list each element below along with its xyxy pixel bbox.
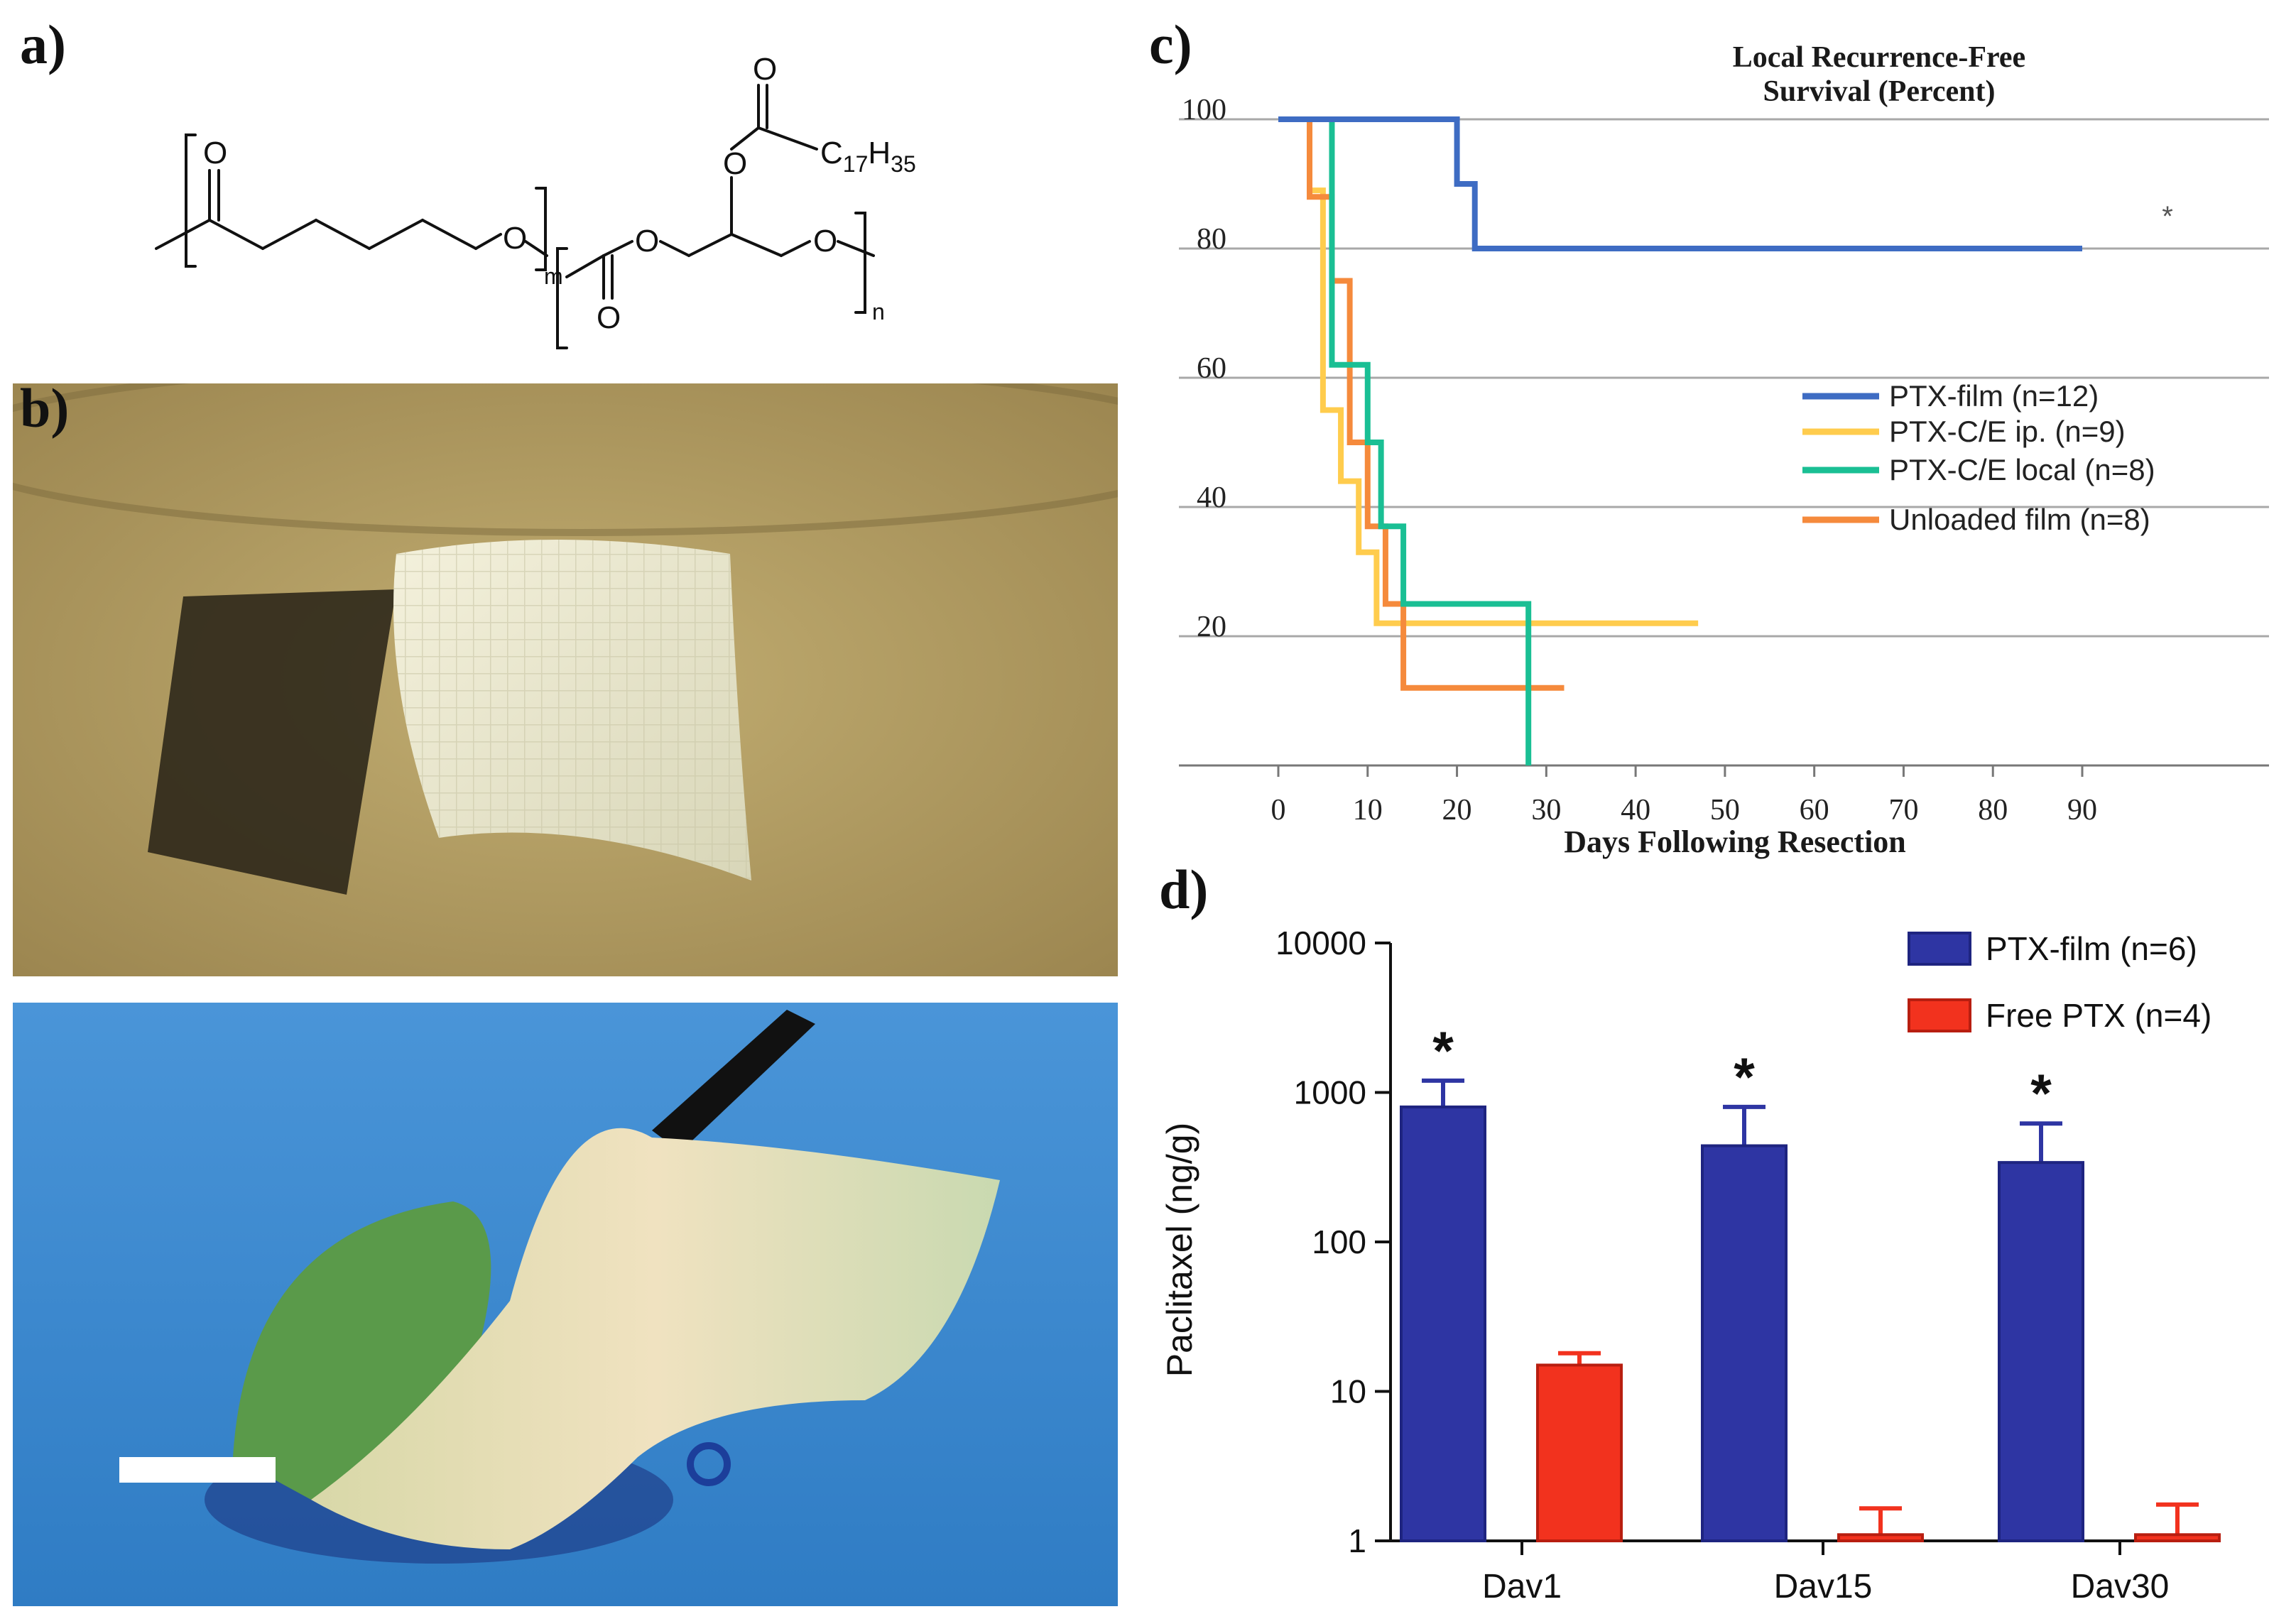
chart-d-ytick-label: 10000 <box>1275 925 1366 961</box>
scale-bar <box>119 1457 276 1483</box>
chart-d-bar-ptx-film <box>1998 1161 2084 1542</box>
chart-c-xtick-label: 30 <box>1531 794 1561 827</box>
chart-c-xtick-label: 80 <box>1978 794 2008 827</box>
repeat-m: m <box>544 263 563 289</box>
chart-c-xtick-label: 20 <box>1442 794 1472 827</box>
chart-d-bar-ptx-film <box>1701 1144 1788 1542</box>
chart-c-significance: * <box>2162 201 2173 232</box>
chart-d-category-label: Dav30 <box>2071 1568 2170 1605</box>
alkyl-c-sub: 17 <box>843 151 869 177</box>
forceps <box>652 1010 815 1152</box>
panel-label-a: a) <box>20 13 66 75</box>
chart-c-ytick-label: 20 <box>1197 611 1226 643</box>
chart-c-legend-label-1: PTX-film (n=12) <box>1889 379 2099 413</box>
chart-d-bar-free-ptx <box>1536 1363 1623 1543</box>
bracket-n-right <box>854 212 866 314</box>
chart-c-legend-label-2: PTX-C/E ip. (n=9) <box>1889 415 2126 448</box>
chart-c-legend-label-4: Unloaded film (n=8) <box>1889 503 2150 536</box>
repeat-n: n <box>872 299 885 325</box>
chart-d-ytick-label: 100 <box>1312 1223 1366 1260</box>
chart-d-legend-label-1: PTX-film (n=6) <box>1986 930 2197 967</box>
photo-film-with-forceps <box>13 1003 1118 1606</box>
atom-o-ester-left: O <box>503 221 527 256</box>
chart-d-ytick-label: 1 <box>1348 1522 1366 1559</box>
bracket-m-left <box>185 133 197 268</box>
film-curl-main <box>311 1128 1000 1549</box>
chart-c-title-line1: Local Recurrence-Free <box>1733 41 2025 74</box>
chart-d-legend-label-2: Free PTX (n=4) <box>1986 997 2211 1034</box>
chart-c-ytick-label: 40 <box>1197 481 1226 514</box>
chart-d-category-label: Dav15 <box>1774 1568 1873 1605</box>
bracket-m-right <box>535 187 547 271</box>
film-shadow <box>148 589 396 895</box>
chart-d-legend-swatch-1 <box>1908 932 1971 966</box>
chart-d-significance: * <box>1734 1047 1755 1108</box>
atom-o-carbonyl-lower: O <box>597 300 621 335</box>
chart-d-ytick-label: 1000 <box>1294 1074 1366 1111</box>
panel-label-d: d) <box>1159 858 1209 920</box>
chart-c-series-line-2 <box>1307 119 1699 626</box>
chart-c-xtick-label: 70 <box>1888 794 1918 827</box>
survival-chart: Local Recurrence-Free Survival (Percent)… <box>1179 41 2269 859</box>
film-curl-green <box>233 1201 491 1500</box>
atom-o-ester-mid: O <box>635 224 659 258</box>
chart-c-series-line-1 <box>1278 116 2082 251</box>
chart-c-xtick-label: 50 <box>1710 794 1740 827</box>
svg-text:C17H35: C17H35 <box>820 136 916 177</box>
chart-d-bar-free-ptx <box>2134 1533 2221 1543</box>
bracket-n-left <box>556 247 568 349</box>
photo-film-on-paper <box>13 383 1118 976</box>
chart-c-ytick-label: 80 <box>1197 223 1226 256</box>
chart-c-xtick-label: 10 <box>1353 794 1383 827</box>
water-droplet <box>687 1442 731 1486</box>
chart-c-xtick-label: 60 <box>1800 794 1829 827</box>
chart-d-legend-swatch-2 <box>1908 998 1971 1032</box>
chart-c-xtick-label: 0 <box>1271 794 1286 827</box>
chart-d-bar-ptx-film <box>1400 1105 1486 1543</box>
atom-o-side: O <box>723 146 747 181</box>
panel-label-c: c) <box>1149 13 1192 75</box>
chart-c-legend-label-3: PTX-C/E local (n=8) <box>1889 453 2155 486</box>
atom-o-ester-right: O <box>813 224 837 258</box>
paclitaxel-bar-chart: 1 10 100 1000 10000 Dav1 * Dav15 * Dav30 * Paclit… <box>1160 925 2221 1605</box>
chart-d-ylabel: Paclitaxel (ng/g) <box>1160 1123 1199 1378</box>
chart-d-category-label: Dav1 <box>1482 1568 1562 1605</box>
chart-c-ytick-label: 100 <box>1182 94 1226 126</box>
chart-d-bar-free-ptx <box>1837 1533 1924 1543</box>
alkyl-h-sub: 35 <box>891 151 916 177</box>
chart-d-significance: * <box>1432 1021 1454 1081</box>
polymer-structure: O O m O O O O O n C17H35 <box>155 52 916 349</box>
chart-c-xlabel: Days Following Resection <box>1564 824 1906 859</box>
chart-c-xtick-label: 40 <box>1621 794 1650 827</box>
alkyl-h: H <box>868 136 891 170</box>
chart-c-series-line-3 <box>1329 119 1532 765</box>
panel-label-b: b) <box>20 377 70 439</box>
atom-o-side-carbonyl: O <box>753 52 777 87</box>
atom-o-carbonyl-left: O <box>203 136 227 170</box>
chart-c-xtick-label: 90 <box>2067 794 2097 827</box>
chart-c-ytick-label: 60 <box>1197 352 1226 385</box>
alkyl-c: C <box>820 136 843 170</box>
chart-d-ytick-label: 10 <box>1330 1373 1366 1410</box>
chart-d-significance: * <box>2030 1064 2052 1124</box>
chart-c-title-line2: Survival (Percent) <box>1763 75 1996 108</box>
